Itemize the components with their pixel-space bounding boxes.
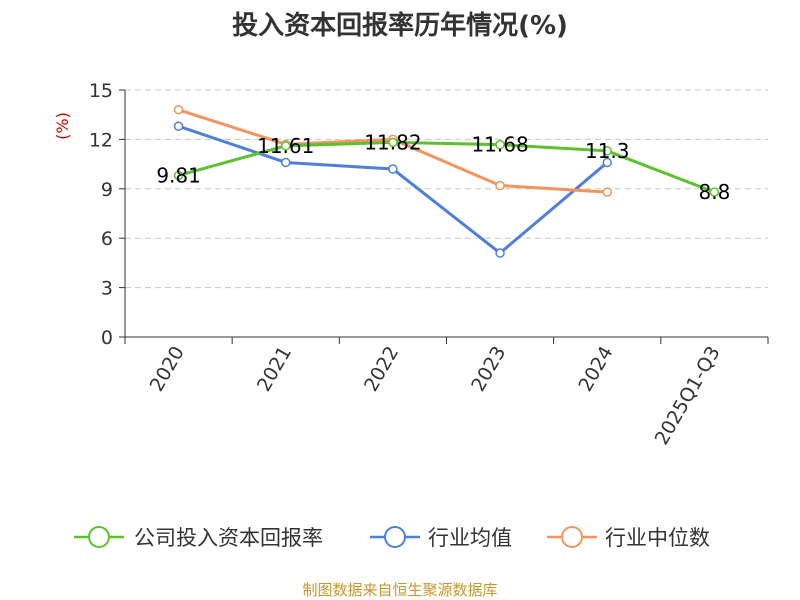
chart-title: 投入资本回报率历年情况(%) — [232, 10, 568, 41]
data-point — [173, 170, 184, 181]
axes: 0 3 6 9 12 15 2020 2021 2022 2023 2024 2025Q1-Q3 — [89, 80, 769, 449]
y-tick-label: 15 — [89, 80, 113, 102]
x-tick-label: 2023 — [467, 343, 510, 396]
series-layer — [173, 105, 720, 258]
y-tick-label: 3 — [101, 278, 113, 300]
y-tick-label: 12 — [89, 129, 113, 151]
legend-label: 行业均值 — [428, 526, 512, 550]
data-labels: 9.81 11.61 11.82 11.68 11.3 8.8 — [156, 130, 730, 204]
x-tick-label: 2020 — [146, 343, 189, 396]
legend-label: 行业中位数 — [605, 526, 710, 550]
data-point — [281, 157, 291, 168]
data-label: 8.8 — [699, 180, 731, 204]
y-tick-label: 6 — [101, 228, 113, 250]
series-line — [178, 140, 715, 194]
data-point — [495, 248, 505, 258]
data-point — [281, 141, 291, 151]
data-label: 11.3 — [585, 139, 630, 163]
data-label: 9.81 — [156, 163, 201, 187]
data-label: 11.61 — [257, 134, 314, 158]
legend-marker — [88, 526, 110, 548]
data-point — [495, 139, 505, 150]
data-point — [495, 180, 505, 191]
legend: 公司投入资本回报率 行业均值 行业中位数 — [74, 526, 710, 550]
y-tick-label: 0 — [101, 327, 113, 349]
data-point — [388, 164, 398, 174]
data-point — [388, 137, 398, 148]
legend-marker — [384, 526, 406, 548]
legend-marker — [561, 526, 583, 548]
x-tick-label: 2021 — [253, 343, 296, 396]
data-point — [173, 121, 184, 131]
x-tick-label: 2024 — [574, 343, 617, 396]
grid-lines — [125, 89, 768, 289]
data-point — [173, 105, 184, 115]
data-label: 11.68 — [471, 133, 528, 157]
data-label: 11.82 — [364, 130, 421, 154]
source-note: 制图数据来自恒生聚源数据库 — [302, 581, 497, 599]
data-point — [602, 187, 612, 197]
y-tick-label: 9 — [101, 179, 113, 201]
data-point — [602, 146, 612, 156]
y-axis-label: (%) — [53, 112, 72, 140]
legend-label: 公司投入资本回报率 — [134, 526, 323, 550]
data-point — [709, 187, 720, 197]
x-tick-label: 2022 — [360, 343, 403, 396]
data-point — [602, 157, 612, 168]
x-tick-label: 2025Q1-Q3 — [651, 343, 725, 449]
